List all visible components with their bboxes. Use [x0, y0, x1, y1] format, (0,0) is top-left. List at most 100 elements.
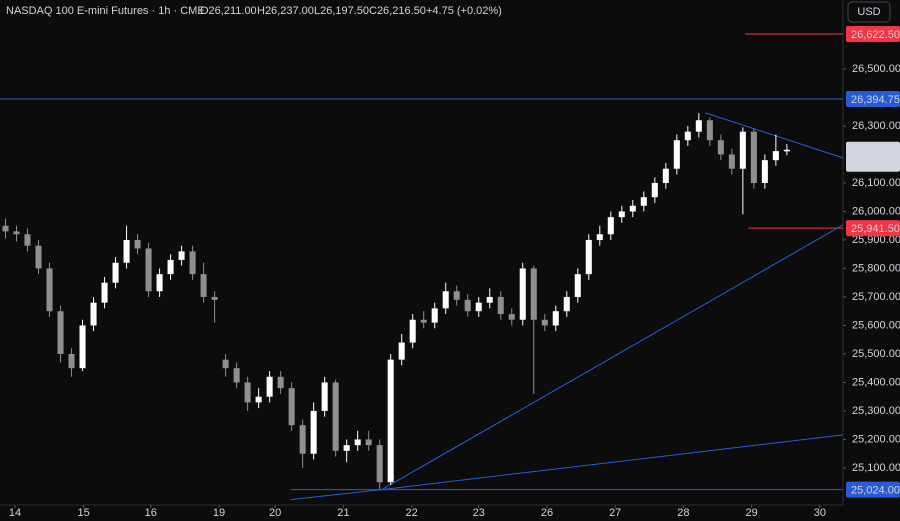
candle-body [68, 353, 75, 369]
y-tick-label: 25,500.00 [852, 348, 900, 360]
x-tick-label: 20 [269, 507, 281, 519]
candle-body [695, 120, 702, 132]
candle-body [24, 234, 31, 246]
price-change: +4.75 (+0.02%) [426, 5, 502, 17]
y-tick-label: 25,200.00 [852, 433, 900, 445]
candle-body [112, 262, 119, 283]
y-tick-label: 25,600.00 [852, 319, 900, 331]
candle-body [662, 168, 669, 183]
candle-body [750, 131, 757, 183]
candle-body [200, 274, 207, 297]
candle-body [673, 140, 680, 169]
y-tick-label: 25,300.00 [852, 405, 900, 417]
candle-body [563, 296, 570, 312]
y-tick-label: 26,500.00 [852, 63, 900, 75]
price-level-box [846, 90, 900, 107]
candle-body [376, 445, 383, 483]
candle-body [233, 368, 240, 383]
candle-body [255, 396, 262, 403]
candle-body [343, 445, 350, 451]
price-level-label: 26,622.50 [851, 29, 900, 41]
candle-body [640, 197, 647, 206]
candle-body [2, 225, 9, 232]
candle-body [684, 131, 691, 141]
candle-body [321, 382, 328, 411]
x-tick-label: 16 [145, 507, 157, 519]
y-tick-label: 25,700.00 [852, 291, 900, 303]
candle-body [90, 302, 97, 326]
candle-body [475, 302, 482, 312]
candle-body [167, 259, 174, 275]
candle-body [211, 296, 218, 300]
candle-body [57, 311, 64, 354]
candle-body [288, 388, 295, 426]
candle-body [508, 314, 515, 320]
x-tick-label: 28 [677, 507, 689, 519]
ohlc-high: H26,237.00 [257, 5, 314, 17]
currency-label[interactable]: USD [857, 6, 880, 18]
candle-body [222, 359, 229, 369]
y-tick-label: 25,800.00 [852, 262, 900, 274]
candle-body [310, 410, 317, 454]
candle-body [332, 382, 339, 451]
x-tick-label: 30 [814, 507, 826, 519]
candle-body [596, 234, 603, 240]
candle-body [783, 149, 790, 152]
trendline [381, 434, 844, 491]
candle-body [453, 291, 460, 300]
candle-body [398, 342, 405, 360]
candle-body [497, 296, 504, 315]
candle-body [134, 239, 141, 249]
candle-body [244, 382, 251, 403]
candle-body [629, 205, 636, 212]
currency-button[interactable] [847, 1, 891, 23]
y-tick-label: 25,400.00 [852, 376, 900, 388]
trendline [381, 224, 844, 491]
x-tick-label: 22 [405, 507, 417, 519]
candle-body [442, 291, 449, 309]
candle-body [431, 308, 438, 323]
candle-body [354, 439, 361, 446]
candle-body [541, 319, 548, 326]
candle-body [739, 131, 746, 169]
x-tick-label: 15 [78, 507, 90, 519]
candle-body [277, 376, 284, 389]
candle-body [585, 239, 592, 275]
candle-body [101, 282, 108, 303]
candle-body [13, 231, 20, 235]
last-price-label: 26,216.50 [851, 145, 900, 157]
price-level-box [846, 26, 900, 43]
candle-body [365, 439, 372, 446]
candle-body [35, 245, 42, 269]
candle-body [299, 425, 306, 454]
candle-body [651, 182, 658, 198]
x-tick-label: 27 [609, 507, 621, 519]
ohlc-close: C26,216.50 [369, 5, 426, 17]
candle-body [387, 359, 394, 483]
y-tick-label: 25,900.00 [852, 234, 900, 246]
trendline [705, 112, 844, 159]
candle-body [530, 268, 537, 320]
ohlc-low: L26,197.50 [314, 5, 369, 17]
price-level-label: 25,024.00 [851, 485, 900, 497]
candle-body [618, 211, 625, 218]
y-tick-label: 26,300.00 [852, 120, 900, 132]
countdown-label: 17:15 [851, 158, 879, 170]
y-tick-label: 26,000.00 [852, 205, 900, 217]
candle-body [145, 248, 152, 292]
x-tick-label: 29 [746, 507, 758, 519]
x-tick-label: 21 [337, 507, 349, 519]
y-tick-label: 25,100.00 [852, 462, 900, 474]
candle-body [464, 299, 471, 312]
chart-title: NASDAQ 100 E-mini Futures · 1h · CME [6, 5, 205, 17]
candle-body [46, 268, 53, 312]
price-level-label: 26,394.75 [851, 94, 900, 106]
candle-body [409, 319, 416, 343]
candle-body [552, 311, 559, 326]
candle-body [79, 325, 86, 369]
candle-body [519, 268, 526, 320]
candle-body [486, 296, 493, 303]
candle-body [266, 376, 273, 397]
